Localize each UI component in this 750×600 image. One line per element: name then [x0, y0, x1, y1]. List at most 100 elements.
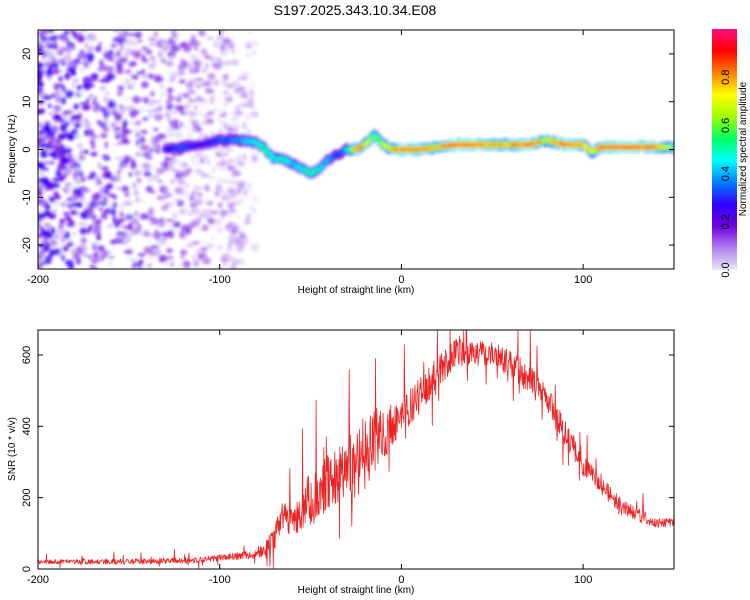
noise-blob	[239, 241, 247, 247]
noise-blob	[149, 42, 156, 46]
noise-blob	[123, 96, 133, 101]
noise-blob	[227, 159, 235, 163]
noise-blob	[90, 34, 97, 41]
noise-blob	[184, 228, 192, 235]
noise-blob	[53, 191, 59, 196]
noise-blob	[224, 60, 234, 65]
noise-blob	[198, 255, 203, 261]
noise-blob	[63, 54, 73, 61]
noise-blob	[210, 94, 214, 99]
noise-blob	[136, 71, 143, 75]
noise-blob	[142, 233, 152, 237]
colorbar-fill	[712, 29, 737, 270]
noise-blob	[187, 211, 191, 218]
noise-blob	[198, 30, 206, 37]
noise-blob	[163, 256, 169, 261]
noise-blob	[115, 133, 120, 140]
noise-blob	[135, 223, 142, 231]
noise-blob	[123, 249, 133, 254]
noise-blob	[188, 110, 197, 117]
noise-blob	[135, 139, 140, 147]
spectrogram-y-tick-label: 10	[21, 96, 33, 108]
noise-blob	[62, 86, 66, 93]
noise-blob	[138, 264, 142, 269]
noise-blob	[64, 259, 74, 266]
noise-blob	[62, 245, 69, 252]
noise-blob	[66, 67, 75, 72]
noise-blob	[250, 111, 259, 118]
noise-blob	[38, 168, 45, 177]
noise-blob	[167, 222, 172, 229]
noise-blob	[189, 156, 197, 161]
noise-blob	[160, 140, 169, 143]
noise-blob	[78, 61, 82, 65]
noise-blob	[93, 223, 102, 231]
noise-blob	[219, 30, 225, 33]
noise-blob	[169, 110, 179, 115]
noise-blob	[129, 49, 137, 57]
noise-blob	[107, 53, 112, 61]
noise-blob	[72, 81, 76, 89]
noise-blob	[44, 182, 53, 186]
noise-blob	[76, 158, 86, 162]
noise-blob	[194, 106, 198, 110]
noise-blob	[166, 58, 174, 65]
noise-blob	[38, 72, 44, 77]
noise-blob	[153, 249, 161, 256]
noise-blob	[79, 212, 85, 217]
noise-blob	[222, 198, 232, 203]
noise-blob	[117, 85, 125, 91]
snr-y-axis-label: SNR (10 * v/v)	[7, 417, 18, 481]
noise-blob	[105, 174, 110, 179]
noise-blob	[88, 129, 95, 136]
noise-blob	[137, 106, 146, 112]
noise-blob	[114, 117, 122, 122]
noise-blob	[208, 89, 215, 94]
noise-blob	[209, 175, 214, 180]
noise-blob	[145, 171, 149, 176]
noise-blob	[139, 98, 144, 102]
noise-blob	[44, 62, 50, 68]
noise-blob	[181, 61, 191, 68]
noise-blob	[104, 251, 108, 258]
noise-blob	[158, 179, 163, 183]
noise-blob	[117, 169, 121, 175]
noise-blob	[104, 141, 109, 149]
noise-blob	[105, 74, 113, 79]
noise-blob	[137, 151, 144, 156]
noise-blob	[223, 97, 233, 101]
noise-blob	[59, 35, 70, 42]
noise-blob	[69, 118, 77, 122]
noise-blob	[40, 150, 48, 159]
noise-blob	[149, 220, 155, 225]
noise-blob	[76, 143, 83, 149]
snr-y-tick-label: 200	[21, 488, 33, 506]
noise-blob	[140, 264, 146, 269]
noise-blob	[210, 129, 214, 137]
noise-blob	[250, 92, 256, 101]
noise-blob	[184, 103, 191, 109]
noise-blob	[236, 189, 241, 193]
noise-blob	[96, 218, 102, 224]
noise-blob	[72, 31, 78, 39]
noise-blob	[230, 81, 240, 89]
noise-blob	[53, 202, 61, 205]
noise-blob	[201, 209, 210, 213]
noise-blob	[102, 189, 110, 195]
noise-blob	[142, 117, 149, 121]
noise-blob	[147, 73, 154, 79]
noise-blob	[98, 200, 108, 206]
noise-blob	[239, 161, 246, 168]
noise-blob	[160, 232, 169, 236]
noise-blob	[116, 110, 126, 115]
noise-blob	[179, 178, 185, 184]
snr-series-line	[38, 330, 674, 569]
noise-blob	[51, 131, 56, 138]
noise-blob	[220, 159, 227, 167]
noise-blob	[120, 108, 127, 112]
noise-blob	[147, 177, 152, 182]
noise-blob	[143, 96, 149, 105]
noise-blob	[216, 176, 224, 185]
noise-blob	[125, 211, 130, 216]
snr-x-tick-label: 100	[574, 574, 592, 586]
